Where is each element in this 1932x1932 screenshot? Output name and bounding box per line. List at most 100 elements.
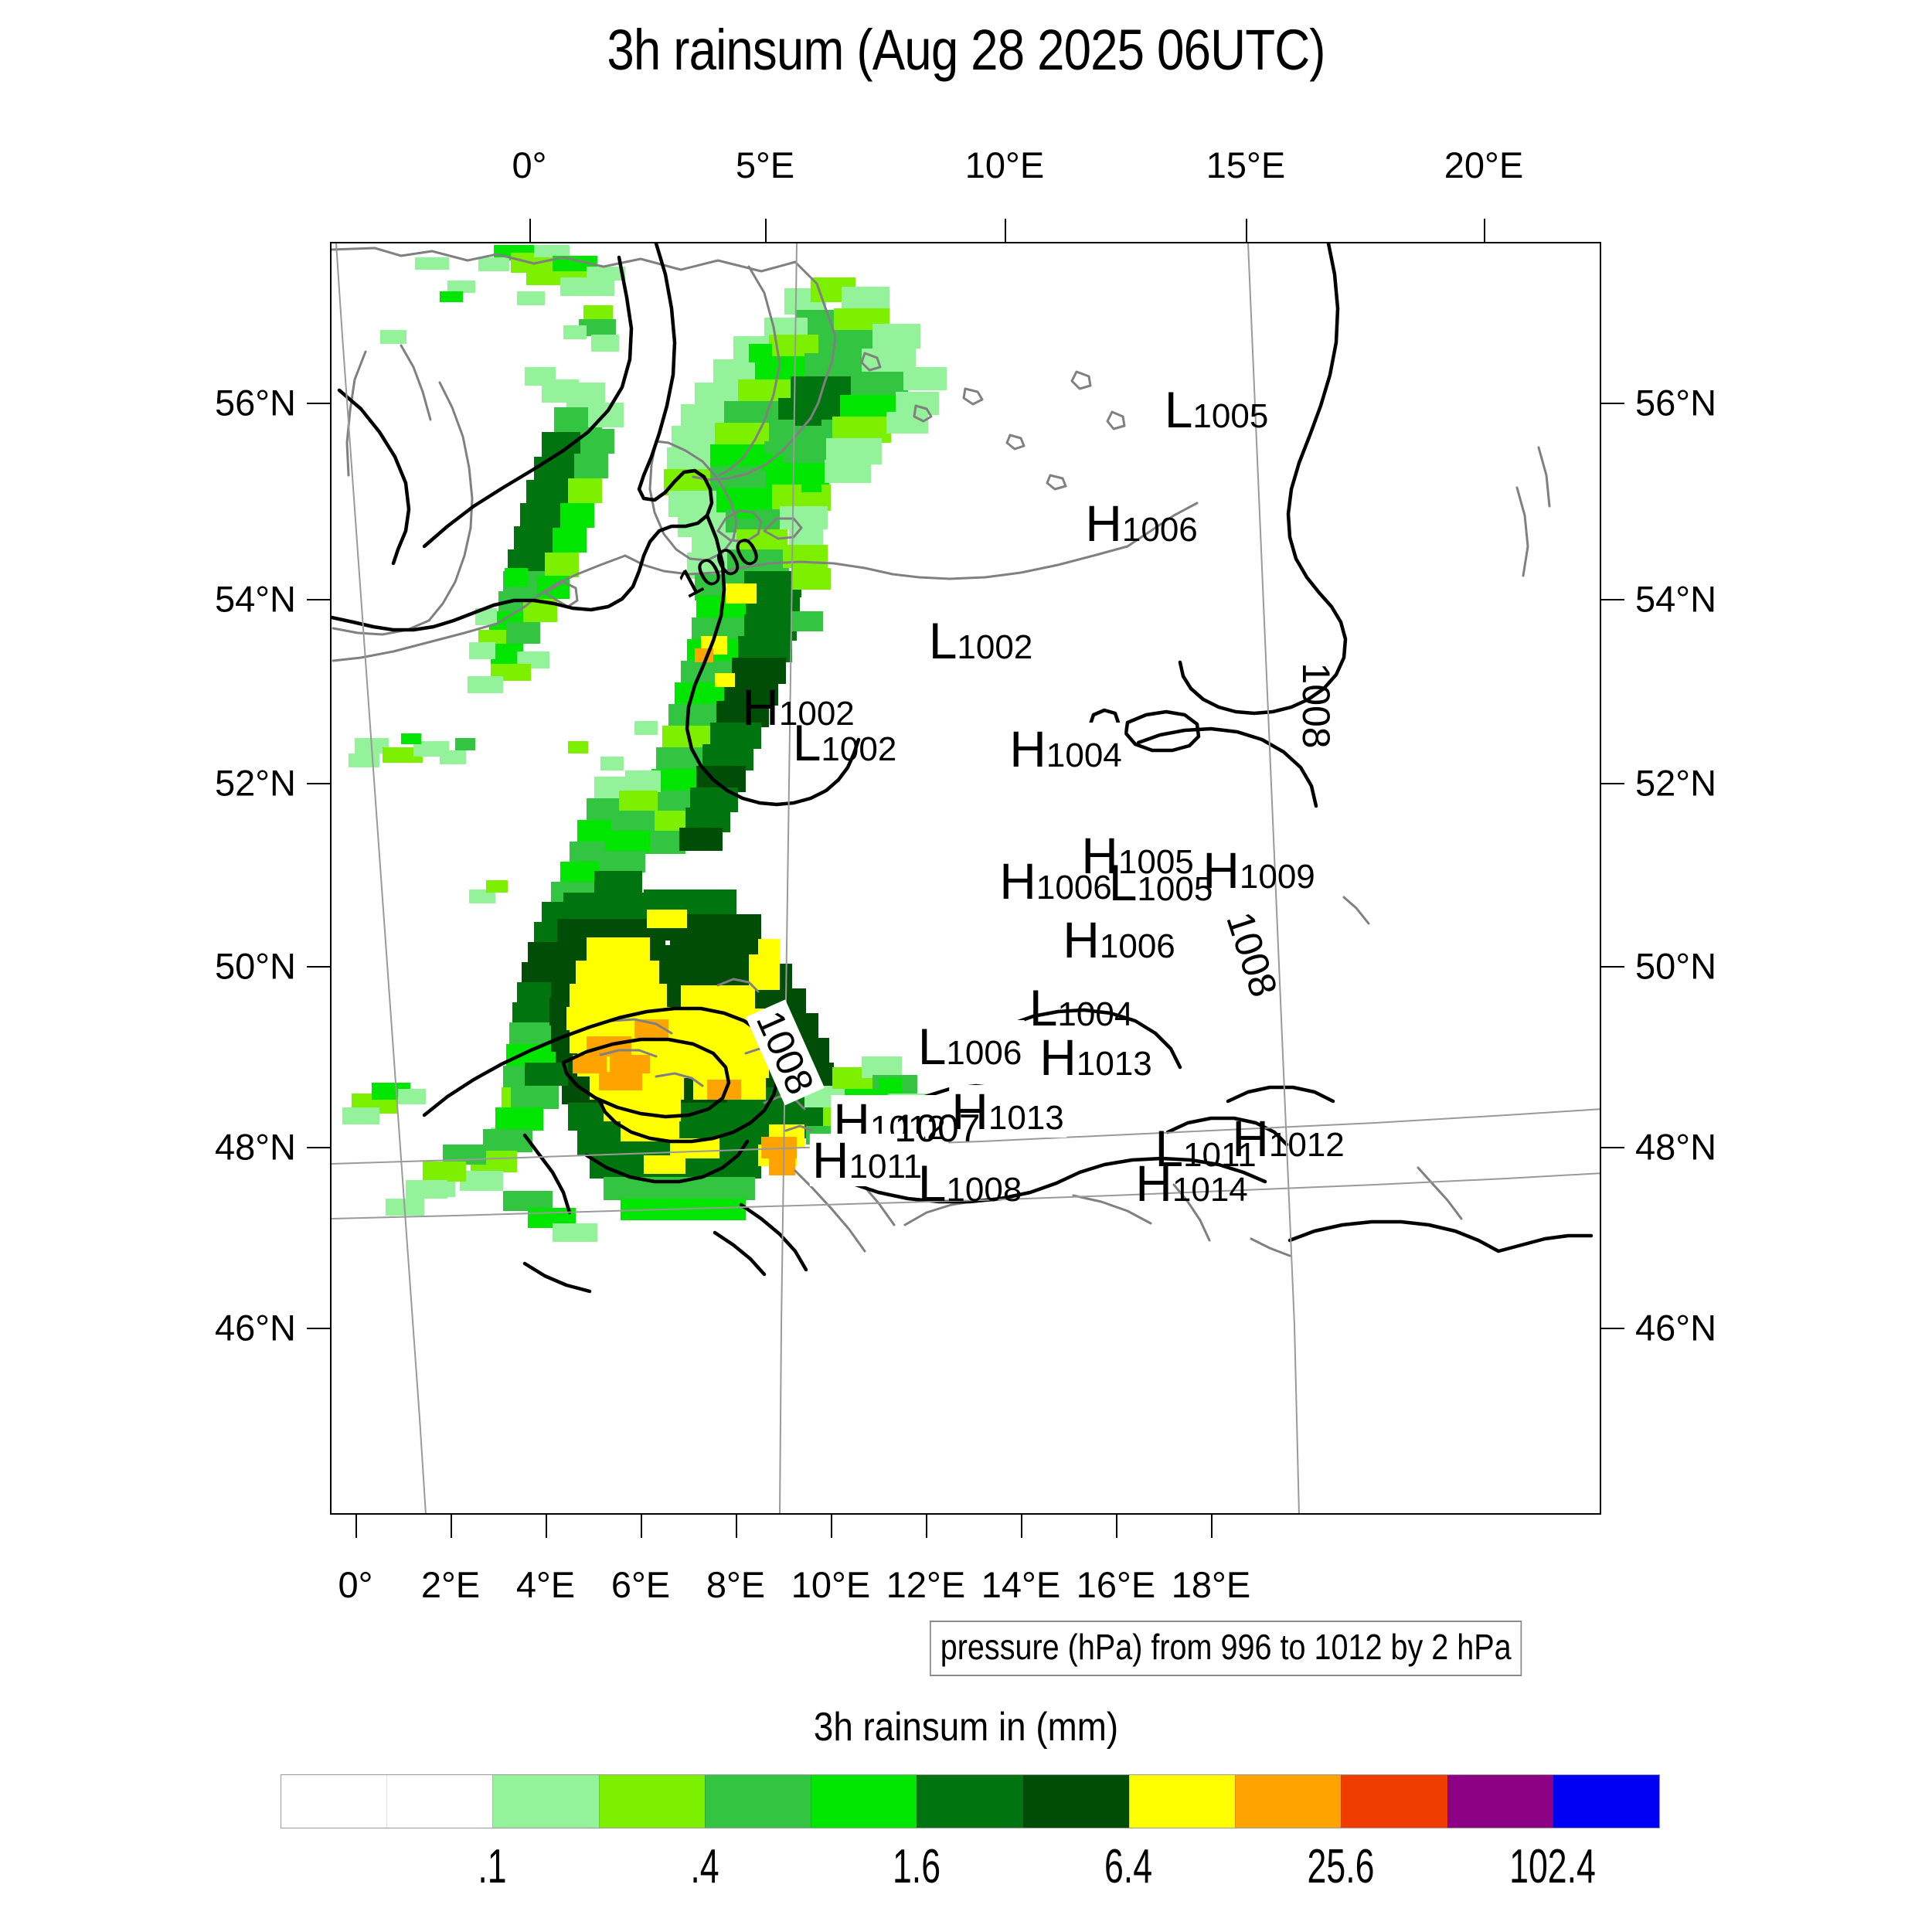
bottom-tick-1 — [451, 1515, 452, 1538]
bottom-tick-9 — [1211, 1515, 1213, 1538]
top-axis-label-0: 0° — [512, 145, 547, 185]
contour-label-1007-4: 1007 — [894, 1107, 981, 1150]
pressure-centre-l-1002: L1002 — [793, 717, 897, 768]
pressure-centre-symbol: H — [1063, 911, 1100, 968]
pressure-centre-symbol: L — [1108, 854, 1138, 911]
right-tick-1 — [1601, 599, 1624, 600]
top-axis-label-2: 10°E — [964, 145, 1045, 185]
map-graphics — [332, 243, 1600, 1513]
graticule — [332, 243, 1600, 1513]
pressure-centre-symbol: L — [917, 1018, 947, 1075]
pressure-centre-h-1005: H1005 — [1081, 830, 1194, 881]
right-tick-2 — [1601, 783, 1624, 784]
bottom-axis-label-4: 8°E — [706, 1564, 766, 1605]
pressure-centre-symbol: L — [792, 714, 821, 771]
right-axis-label-5: 46°N — [1635, 1307, 1717, 1349]
bottom-tick-4 — [736, 1515, 737, 1538]
pressure-centre-l-1008: L1008 — [918, 1158, 1022, 1209]
bottom-axis-label-6: 12°E — [886, 1564, 966, 1605]
pressure-centre-value: 1011 — [1183, 1136, 1257, 1174]
bottom-tick-7 — [1021, 1515, 1022, 1538]
pressure-centre-symbol: H — [951, 1083, 988, 1140]
colorbar-segment-7[interactable] — [1022, 1775, 1129, 1828]
bottom-axis-label-0: 0° — [338, 1564, 373, 1605]
pressure-centre-h-1006: H1006 — [999, 855, 1112, 906]
pressure-centre-symbol: H — [1232, 1110, 1269, 1167]
left-axis-label-0: 56°N — [214, 382, 296, 423]
bottom-tick-0 — [355, 1515, 357, 1538]
colorbar-segment-10[interactable] — [1341, 1775, 1447, 1828]
pressure-centre-symbol: L — [917, 1155, 947, 1212]
pressure-centre-value: 1005 — [1117, 843, 1194, 881]
colorbar-segment-12[interactable] — [1553, 1775, 1660, 1828]
pressure-centre-value: 1006 — [1099, 927, 1175, 965]
pressure-centre-value: 1011 — [849, 1148, 923, 1185]
colorbar-label-1.6: 1.6 — [892, 1840, 940, 1893]
left-tick-1 — [307, 599, 330, 600]
pressure-centre-h-1013: H1013 — [1039, 1032, 1152, 1083]
bottom-tick-3 — [641, 1515, 642, 1538]
pressure-centre-symbol: L — [1029, 979, 1058, 1036]
colorbar-segment-3[interactable] — [598, 1775, 705, 1828]
bottom-axis-label-2: 4°E — [515, 1564, 576, 1605]
pressure-centre-l-1005: L1005 — [1109, 857, 1213, 908]
pressure-centre-value: 1013 — [1076, 1045, 1152, 1083]
bottom-tick-6 — [926, 1515, 927, 1538]
colorbar-segment-9[interactable] — [1235, 1775, 1342, 1828]
map-plot-area: L1005 H1006 L1002 H1002 L1002 H1004 H1005 H1009… — [330, 242, 1601, 1515]
pressure-centre-symbol: H — [999, 852, 1036, 910]
left-axis-label-3: 50°N — [214, 945, 296, 987]
page-title: 3h rainsum (Aug 28 2025 06UTC) — [607, 18, 1325, 82]
right-axis-label-0: 56°N — [1635, 382, 1717, 423]
colorbar-segment-6[interactable] — [917, 1775, 1023, 1828]
pressure-centre-h-1006: H1006 — [1085, 498, 1198, 549]
colorbar-label-102.4: 102.4 — [1509, 1840, 1596, 1893]
pressure-centre-l-1004: L1004 — [1029, 982, 1134, 1033]
colorbar-segment-4[interactable] — [704, 1775, 811, 1828]
pressure-centre-h-1009: H1009 — [1202, 845, 1315, 896]
left-tick-5 — [307, 1328, 330, 1329]
colorbar-segment-5[interactable] — [811, 1775, 917, 1828]
bottom-axis-label-8: 16°E — [1076, 1564, 1156, 1605]
pressure-centre-value: 1002 — [778, 695, 855, 733]
left-axis-label-4: 48°N — [214, 1126, 296, 1168]
bottom-axis-label-9: 18°E — [1171, 1564, 1251, 1605]
pressure-centre-l-1005: L1005 — [1165, 384, 1269, 435]
pressure-centre-l-1002: L1002 — [929, 615, 1033, 666]
colorbar-segment-2[interactable] — [492, 1775, 599, 1828]
colorbar-segment-8[interactable] — [1128, 1775, 1236, 1828]
colorbar[interactable] — [281, 1774, 1660, 1828]
colorbar-segment-1[interactable] — [386, 1775, 493, 1828]
colorbar-segment-11[interactable] — [1447, 1775, 1553, 1828]
map-canvas — [332, 243, 1600, 1513]
colorbar-title: 3h rainsum in (mm) — [813, 1705, 1119, 1750]
pressure-legend: pressure (hPa) from 996 to 1012 by 2 hPa — [930, 1621, 1522, 1676]
right-axis-label-2: 52°N — [1635, 762, 1717, 804]
pressure-centre-value: 1012 — [1268, 1126, 1345, 1164]
pressure-centre-h-1014: H1014 — [1135, 1158, 1248, 1209]
pressure-centre-symbol: L — [1164, 381, 1193, 438]
pressure-centre-symbol: L — [928, 612, 957, 669]
pressure-centre-value: 1005 — [1137, 870, 1213, 908]
pressure-centre-symbol: H — [811, 1131, 849, 1189]
colorbar-label-.1: .1 — [478, 1840, 507, 1893]
pressure-centre-value: 1004 — [1057, 995, 1134, 1033]
pressure-centre-value: 1006 — [1121, 511, 1198, 549]
pressure-centre-l-1011: L1011 — [1155, 1123, 1256, 1174]
pressure-centre-value: 1014 — [1172, 1171, 1248, 1209]
pressure-centre-h-1002: H1002 — [742, 682, 855, 733]
bottom-axis-label-3: 6°E — [611, 1564, 671, 1605]
right-tick-5 — [1601, 1328, 1624, 1329]
pressure-centre-symbol: H — [1135, 1155, 1172, 1212]
top-axis-label-4: 20°E — [1444, 145, 1524, 185]
pressure-centre-symbol: H — [742, 679, 779, 736]
bottom-tick-2 — [546, 1515, 547, 1538]
colorbar-segment-0[interactable] — [281, 1775, 387, 1828]
pressure-centre-value: 1006 — [946, 1034, 1022, 1072]
right-axis-label-1: 54°N — [1635, 578, 1717, 620]
colorbar-label-6.4: 6.4 — [1104, 1840, 1153, 1893]
pressure-centre-symbol: L — [1155, 1120, 1184, 1177]
pressure-centre-value: 1002 — [957, 628, 1033, 666]
colorbar-label-25.6: 25.6 — [1307, 1840, 1374, 1893]
left-tick-2 — [307, 783, 330, 784]
